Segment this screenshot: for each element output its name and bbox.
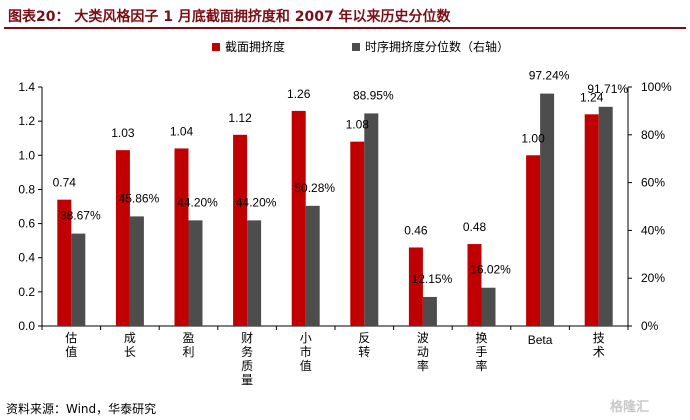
data-label-crowding: 1.12 <box>228 111 252 125</box>
bar-historical-percentile <box>540 93 555 326</box>
x-category-label: 小市值 <box>300 331 312 373</box>
y-right-tick-label: 60% <box>641 176 665 190</box>
data-label-percentile: 91.71% <box>587 82 628 96</box>
y-left-tick-label: 0.8 <box>18 182 35 196</box>
data-label-crowding: 1.26 <box>287 87 311 101</box>
y-right-tick-label: 100% <box>641 80 672 94</box>
y-right-tick-label: 20% <box>641 271 665 285</box>
x-category-label: 波动率 <box>417 331 429 373</box>
y-left-tick-label: 0.4 <box>18 251 35 265</box>
bar-historical-percentile <box>481 287 496 326</box>
bar-cross-sectional-crowding <box>57 199 72 326</box>
data-label-crowding: 0.48 <box>463 220 487 234</box>
data-label-crowding: 1.24 <box>580 90 604 104</box>
bar-cross-sectional-crowding <box>350 141 365 326</box>
x-category-label: 盈利 <box>182 331 194 359</box>
data-label-percentile: 45.86% <box>119 191 160 205</box>
bar-cross-sectional-crowding <box>526 155 541 326</box>
chart-title-bar: 图表20： 大类风格因子 1 月底截面拥挤度和 2007 年以来历史分位数 <box>4 3 686 29</box>
data-label-percentile: 97.24% <box>529 69 570 83</box>
data-label-crowding: 0.74 <box>53 176 77 190</box>
y-left-tick-label: 0.0 <box>18 319 35 333</box>
y-right-tick-label: 0% <box>641 319 659 333</box>
y-left-tick-label: 1.0 <box>18 148 35 162</box>
data-label-crowding: 1.08 <box>346 118 370 132</box>
y-left-tick-label: 1.4 <box>18 80 35 94</box>
bar-cross-sectional-crowding <box>408 247 423 326</box>
data-label-percentile: 44.20% <box>236 195 277 209</box>
data-label-crowding: 1.03 <box>111 126 135 140</box>
bar-cross-sectional-crowding <box>115 150 130 326</box>
bar-historical-percentile <box>247 220 262 326</box>
bar-cross-sectional-crowding <box>584 114 599 326</box>
x-category-label: 估值 <box>65 331 77 359</box>
x-category-label: Beta <box>528 333 553 347</box>
y-left-tick-label: 0.6 <box>18 217 35 231</box>
data-label-percentile: 38.67% <box>60 209 101 223</box>
bar-cross-sectional-crowding <box>467 244 482 326</box>
y-right-tick-label: 80% <box>641 128 665 142</box>
bar-historical-percentile <box>305 205 320 326</box>
bar-historical-percentile <box>129 216 144 326</box>
x-category-label: 反转 <box>358 331 370 359</box>
data-label-percentile: 12.15% <box>412 272 453 286</box>
bar-cross-sectional-crowding <box>233 134 248 326</box>
y-left-tick-label: 1.2 <box>18 114 35 128</box>
bar-historical-percentile <box>71 233 86 326</box>
data-label-percentile: 88.95% <box>353 88 394 102</box>
source-note: 资料来源：Wind，华泰研究 <box>6 402 157 416</box>
legend-swatch-crowding <box>212 43 220 51</box>
watermark: 格隆汇 <box>610 400 650 415</box>
legend-label-crowding: 截面拥挤度 <box>225 39 285 54</box>
bar-historical-percentile <box>598 106 613 326</box>
legend-swatch-percentile <box>352 43 360 51</box>
x-category-label: 技术 <box>593 331 605 359</box>
bar-cross-sectional-crowding <box>291 110 306 327</box>
legend-label-percentile: 时序拥挤度分位数（右轴） <box>365 39 509 54</box>
bar-historical-percentile <box>364 113 379 326</box>
bar-historical-percentile <box>188 220 203 326</box>
bar-historical-percentile <box>422 296 437 326</box>
x-category-label: 换手率 <box>475 331 487 373</box>
title-underline <box>4 27 686 29</box>
data-label-percentile: 44.20% <box>177 195 218 209</box>
chart-title: 图表20： 大类风格因子 1 月底截面拥挤度和 2007 年以来历史分位数 <box>8 9 451 25</box>
y-left-tick-label: 0.2 <box>18 285 35 299</box>
x-category-label: 成长 <box>124 331 136 359</box>
data-label-crowding: 1.00 <box>521 131 545 145</box>
data-label-percentile: 16.02% <box>470 263 511 277</box>
data-label-crowding: 1.04 <box>170 124 194 138</box>
x-category-label: 财务质量 <box>241 331 253 387</box>
data-label-percentile: 50.28% <box>294 181 335 195</box>
data-label-crowding: 0.46 <box>404 223 428 237</box>
y-right-tick-label: 40% <box>641 223 665 237</box>
bar-cross-sectional-crowding <box>174 148 189 326</box>
